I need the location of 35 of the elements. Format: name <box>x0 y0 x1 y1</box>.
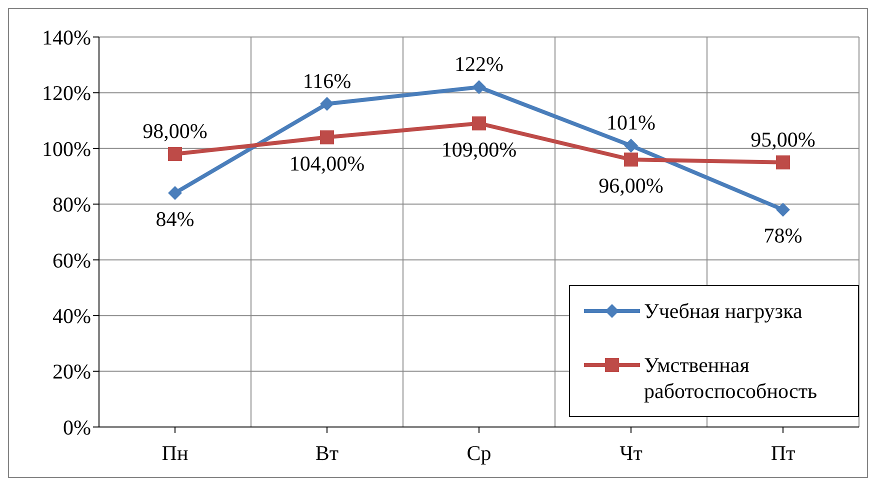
point <box>776 202 790 217</box>
point <box>472 80 486 94</box>
point <box>776 155 790 170</box>
data-label: 109,00% <box>441 137 517 162</box>
point <box>320 96 334 111</box>
data-label: 122% <box>454 52 504 76</box>
point <box>320 130 334 144</box>
point <box>168 186 182 200</box>
y-tick-label: 40% <box>52 304 91 328</box>
y-tick-label: 20% <box>52 360 91 384</box>
y-tick-label: 0% <box>63 415 91 440</box>
point <box>624 152 638 167</box>
legend-label: Умственная работоспособность <box>644 352 818 404</box>
data-label: 95,00% <box>750 127 816 152</box>
y-tick-label: 100% <box>42 136 91 161</box>
data-label: 98,00% <box>142 119 208 143</box>
x-tick-label: Пт <box>770 440 796 465</box>
data-label: 96,00% <box>598 174 664 198</box>
data-label: 116% <box>302 68 352 93</box>
point <box>472 116 486 130</box>
data-label: 78% <box>764 224 802 248</box>
x-tick-label: Пн <box>162 440 188 465</box>
x-tick-label: Ср <box>466 440 492 465</box>
point <box>624 138 638 153</box>
y-tick-label: 60% <box>52 248 91 272</box>
data-label: 104,00% <box>289 151 365 176</box>
x-tick-label: Вт <box>315 440 339 465</box>
legend-label: Учебная нагрузка <box>644 298 802 324</box>
x-tick-label: Чт <box>620 440 642 465</box>
data-label: 84% <box>156 207 194 231</box>
point <box>168 147 182 161</box>
data-label: 101% <box>606 110 656 135</box>
y-tick-label: 80% <box>52 192 91 217</box>
y-tick-label: 140% <box>42 25 91 50</box>
y-tick-label: 120% <box>42 81 91 106</box>
